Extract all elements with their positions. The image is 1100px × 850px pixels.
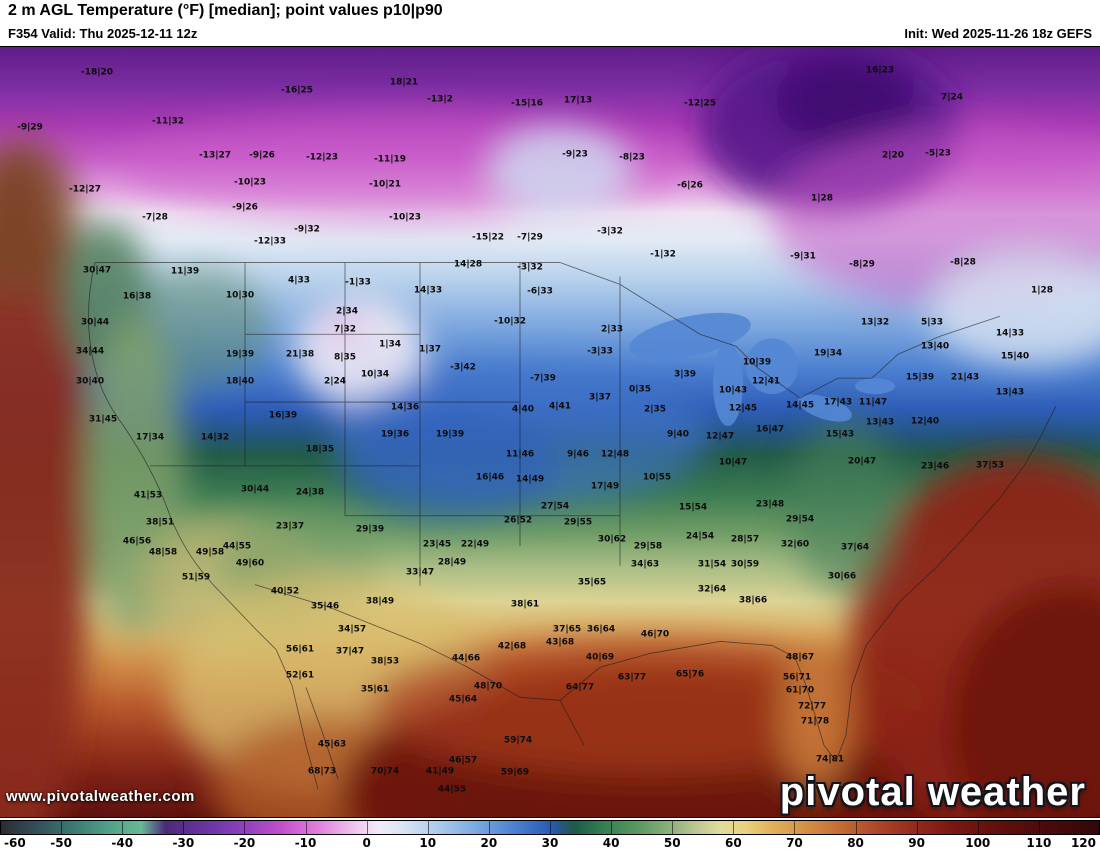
init-time-text: Init: Wed 2025-11-26 18z GEFS (904, 26, 1092, 41)
colorbar-tick-label: -10 (294, 836, 317, 850)
colorbar-tick-label: 120 (1070, 836, 1096, 850)
colorbar-tick (427, 820, 429, 835)
great-lakes (629, 312, 895, 427)
colorbar-tick-label: 100 (965, 836, 991, 850)
colorbar-tick-label: -60 (4, 836, 26, 850)
colorbar-tick-label: 30 (541, 836, 559, 850)
colorbar-tick (733, 820, 735, 835)
colorbar-tick-label: 10 (419, 836, 437, 850)
colorbar-tick-label: 40 (602, 836, 620, 850)
map-surface (0, 47, 1100, 817)
colorbar: -60 -50 -40 -30 -20 -10 0 10 20 30 40 50 60 70 80 90 100… (0, 818, 1100, 850)
colorbar-tick-label: 20 (480, 836, 498, 850)
colorbar-tick-label: 110 (1026, 836, 1052, 850)
temperature-field-blobs (0, 47, 1100, 817)
colorbar-tick-label: -30 (172, 836, 195, 850)
colorbar-tick (488, 820, 490, 835)
temperature-map (0, 46, 1100, 818)
colorbar-tick-label: -20 (233, 836, 256, 850)
valid-time-text: F354 Valid: Thu 2025-12-11 12z (8, 26, 198, 41)
colorbar-tick (855, 820, 857, 835)
colorbar-tick-label: 60 (724, 836, 742, 850)
colorbar-tick-label: 70 (786, 836, 803, 850)
colorbar-tick-label: 0 (362, 836, 371, 850)
colorbar-tick (977, 820, 979, 835)
colorbar-tick (550, 820, 551, 835)
political-borders (88, 262, 1057, 790)
colorbar-tick-label: 50 (663, 836, 681, 850)
watermark-url: www.pivotalweather.com (6, 788, 195, 805)
colorbar-tick (916, 820, 918, 835)
pivotal-weather-logo: pivotal weather (779, 770, 1086, 814)
colorbar-tick (611, 820, 613, 835)
colorbar-tick-label: -50 (50, 836, 72, 850)
colorbar-tick (366, 820, 368, 835)
colorbar-tick (183, 820, 185, 835)
colorbar-tick (122, 820, 124, 835)
colorbar-tick-label: -40 (111, 836, 134, 850)
colorbar-tick (794, 820, 796, 835)
colorbar-tick (305, 820, 307, 835)
colorbar-tick (672, 820, 674, 835)
page-title: 2 m AGL Temperature (°F) [median]; point… (8, 2, 443, 19)
colorbar-tick (61, 820, 63, 835)
colorbar-tick (244, 820, 246, 835)
colorbar-tick (1038, 820, 1040, 835)
map-header: 2 m AGL Temperature (°F) [median]; point… (0, 0, 1100, 46)
colorbar-tick-label: 80 (847, 836, 864, 850)
colorbar-tick-label: 90 (908, 836, 926, 850)
